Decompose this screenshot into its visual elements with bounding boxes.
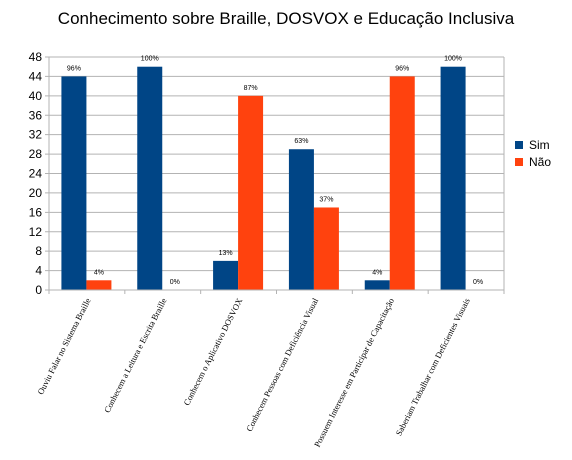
legend-label: Não (529, 155, 551, 169)
y-tick-label: 16 (29, 205, 43, 219)
data-labels: 96% 4% 100% 0% 13% 87% 63% 37% 4% 96% 100% 0% (67, 56, 483, 286)
x-tick-label: Saberiam Trabalhar com Deficientes Visua… (393, 296, 472, 437)
y-tick-label: 44 (29, 69, 43, 83)
x-tick-label: Conhecem Pessoas com Deficiência Visual (244, 296, 320, 433)
data-label: 96% (67, 65, 81, 72)
bar-sim (288, 149, 314, 290)
data-label: 87% (244, 85, 258, 92)
y-tick-label: 40 (29, 89, 43, 103)
x-tick-label: Ouviu Falar no Sistema Braille (35, 296, 93, 396)
data-label: 13% (219, 250, 233, 257)
y-tick-label: 12 (29, 225, 43, 239)
grid (45, 56, 505, 294)
bar-não (389, 76, 415, 291)
bar-sim (137, 66, 163, 290)
y-tick-label: 36 (29, 108, 43, 122)
bar-não (86, 280, 112, 290)
bar-não (313, 207, 339, 290)
bar-sim (61, 76, 87, 291)
data-label: 63% (294, 138, 308, 145)
y-tick-label: 48 (29, 50, 43, 64)
y-tick-label: 8 (35, 244, 42, 258)
bars (45, 66, 504, 291)
x-tick-label: Conhecem o Aplicativo DOSVOX (181, 296, 244, 407)
y-tick-label: 28 (29, 147, 43, 161)
chart-title: Conhecimento sobre Braille, DOSVOX e Edu… (58, 9, 515, 28)
y-tick-label: 0 (35, 283, 42, 297)
data-label: 0% (473, 279, 483, 286)
bar-sim (440, 66, 466, 290)
bar-sim (213, 260, 239, 290)
x-axis-ticks: Ouviu Falar no Sistema Braille Conhecem a… (35, 296, 472, 449)
y-tick-label: 24 (29, 167, 43, 181)
x-tick-label: Conhecem a Leitura e Escrita Braille (102, 296, 169, 414)
data-label: 100% (141, 56, 159, 63)
bar-não (238, 95, 264, 290)
data-label: 4% (94, 269, 104, 276)
legend-swatch (515, 158, 523, 166)
bar-sim (364, 280, 390, 290)
legend-swatch (515, 141, 523, 149)
legend-label: Sim (529, 138, 550, 152)
data-label: 100% (444, 56, 462, 63)
data-label: 96% (395, 65, 409, 72)
y-tick-label: 32 (29, 128, 43, 142)
data-label: 4% (372, 269, 382, 276)
x-tick-label: Possuem Interesse em Participar de Capac… (312, 296, 396, 448)
y-tick-label: 4 (35, 264, 42, 278)
data-label: 37% (319, 196, 333, 203)
y-tick-label: 20 (29, 186, 43, 200)
data-label: 0% (170, 279, 180, 286)
legend: Sim Não (515, 138, 551, 169)
